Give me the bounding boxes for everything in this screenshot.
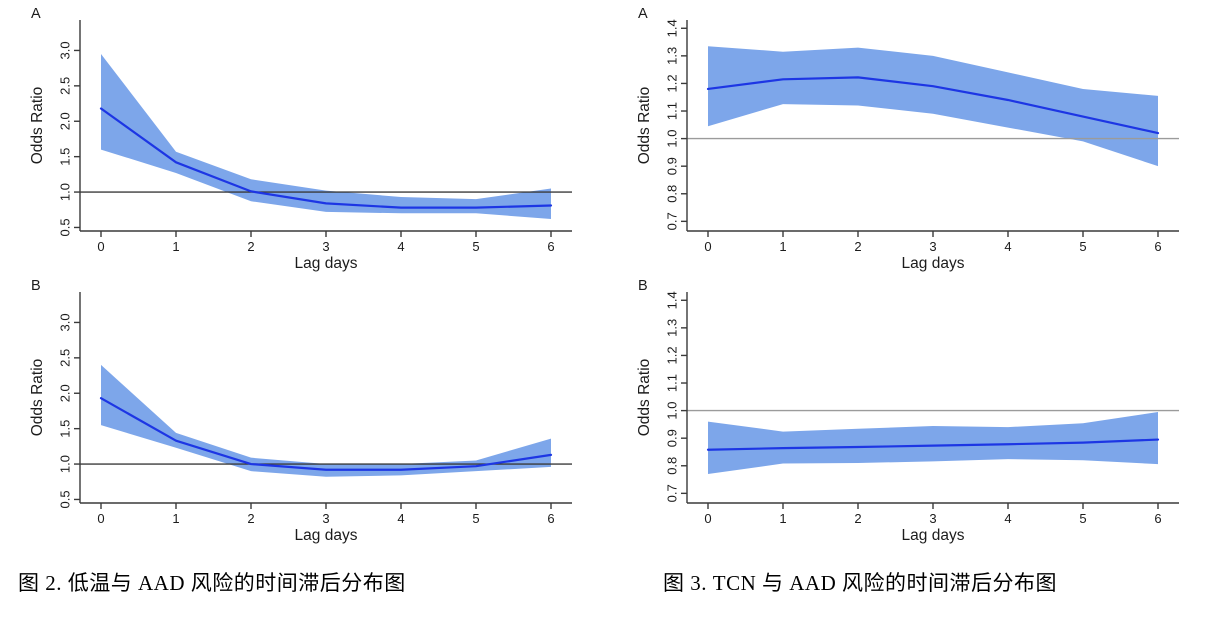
y-tick-label: 1.0: [664, 402, 679, 420]
y-tick-label: 3.0: [57, 41, 72, 59]
odds-ratio-line: [99, 107, 553, 209]
y-axis-title: Odds Ratio: [636, 87, 653, 165]
y-tick-label: 0.7: [664, 212, 679, 230]
x-tick-label: 1: [172, 239, 179, 254]
x-tick-label: 4: [1004, 511, 1011, 526]
figure-3-caption-row: 图 3. TCN 与 AAD 风险的时间滞后分布图: [607, 544, 1214, 620]
y-tick-label: 1.5: [57, 420, 72, 438]
x-tick-label: 3: [929, 511, 936, 526]
y-tick-label: 2.0: [57, 384, 72, 402]
x-tick-label: 1: [779, 511, 786, 526]
x-tick-label: 2: [247, 511, 254, 526]
y-tick-label: 1.2: [664, 346, 679, 364]
confidence-band: [101, 53, 551, 219]
x-tick-label: 0: [97, 239, 104, 254]
panel-label: B: [31, 278, 41, 294]
confidence-band: [708, 411, 1158, 475]
y-tick-label: 1.5: [57, 148, 72, 166]
x-tick-label: 4: [397, 239, 404, 254]
x-tick-label: 2: [854, 511, 861, 526]
chart-slot-fig2-a: 0.5 1.0 1.5 2.0 2.5 3.0 0 1 2 3 4 5 6 Lag days Odds Ra…: [0, 0, 607, 272]
y-tick-label: 1.1: [664, 102, 679, 120]
x-tick-label: 2: [247, 239, 254, 254]
x-tick-label: 6: [1154, 239, 1161, 254]
x-tick-label: 3: [322, 239, 329, 254]
y-axis-title: Odds Ratio: [29, 359, 46, 437]
y-tick-label: 1.4: [664, 291, 679, 309]
odds-ratio-line: [706, 76, 1160, 135]
y-tick-label: 1.0: [664, 130, 679, 148]
y-axis-title: Odds Ratio: [636, 359, 653, 437]
y-tick-label: 2.0: [57, 112, 72, 130]
y-tick-label: 0.8: [664, 457, 679, 475]
x-tick-label: 5: [1079, 239, 1086, 254]
panel-label: A: [638, 6, 648, 22]
y-tick-label: 2.5: [57, 349, 72, 367]
x-tick-label: 0: [704, 511, 711, 526]
x-tick-label: 3: [322, 511, 329, 526]
chart-slot-fig3-a: 0.7 0.8 0.9 1.0 1.1 1.2 1.3 1.4 0 1 2 3 4 5 6 Lag days O…: [607, 0, 1214, 272]
x-axis-title: Lag days: [902, 255, 965, 272]
figure-2-column: 0.5 1.0 1.5 2.0 2.5 3.0 0 1 2 3 4 5 6 Lag days Odds Ra…: [0, 0, 607, 620]
panel-label: B: [638, 278, 648, 294]
panel-label: A: [31, 6, 41, 22]
y-axis-title: Odds Ratio: [29, 87, 46, 165]
figure-3-caption: 图 3. TCN 与 AAD 风险的时间滞后分布图: [663, 571, 1057, 595]
lag-response-chart-fig3-b: 0.7 0.8 0.9 1.0 1.1 1.2 1.3 1.4 0 1 2 3 4 5 6 Lag days O…: [636, 278, 1179, 544]
lag-response-chart-fig2-b: 0.5 1.0 1.5 2.0 2.5 3.0 0 1 2 3 4 5 6 Lag days Odds Ra…: [29, 278, 572, 544]
y-tick-label: 1.2: [664, 74, 679, 92]
y-tick-label: 0.5: [57, 490, 72, 508]
y-tick-label: 3.0: [57, 313, 72, 331]
y-tick-label: 1.3: [664, 319, 679, 337]
x-axis-title: Lag days: [902, 527, 965, 544]
x-tick-label: 5: [1079, 511, 1086, 526]
x-tick-label: 0: [97, 511, 104, 526]
y-tick-label: 0.8: [664, 185, 679, 203]
x-tick-label: 0: [704, 239, 711, 254]
x-tick-label: 6: [547, 511, 554, 526]
y-tick-label: 2.5: [57, 77, 72, 95]
x-tick-label: 5: [472, 239, 479, 254]
y-tick-label: 1.3: [664, 47, 679, 65]
y-tick-label: 1.1: [664, 374, 679, 392]
lag-response-chart-fig3-a: 0.7 0.8 0.9 1.0 1.1 1.2 1.3 1.4 0 1 2 3 4 5 6 Lag days O…: [636, 6, 1179, 272]
x-tick-label: 1: [172, 511, 179, 526]
y-tick-label: 0.7: [664, 484, 679, 502]
x-tick-label: 6: [1154, 511, 1161, 526]
x-tick-label: 4: [397, 511, 404, 526]
y-tick-label: 0.9: [664, 157, 679, 175]
chart-slot-fig2-b: 0.5 1.0 1.5 2.0 2.5 3.0 0 1 2 3 4 5 6 Lag days Odds Ra…: [0, 272, 607, 544]
confidence-band: [708, 46, 1158, 167]
figure-3-column: 0.7 0.8 0.9 1.0 1.1 1.2 1.3 1.4 0 1 2 3 4 5 6 Lag days O…: [607, 0, 1214, 620]
x-tick-label: 2: [854, 239, 861, 254]
y-tick-label: 0.5: [57, 218, 72, 236]
figure-2-caption-row: 图 2. 低温与 AAD 风险的时间滞后分布图: [0, 544, 607, 620]
y-tick-label: 1.0: [57, 183, 72, 201]
confidence-band: [101, 364, 551, 477]
y-tick-label: 1.0: [57, 455, 72, 473]
x-tick-label: 1: [779, 239, 786, 254]
x-axis-title: Lag days: [295, 527, 358, 544]
x-tick-label: 6: [547, 239, 554, 254]
y-tick-label: 1.4: [664, 19, 679, 37]
x-tick-label: 3: [929, 239, 936, 254]
y-tick-label: 0.9: [664, 429, 679, 447]
lag-response-chart-fig2-a: 0.5 1.0 1.5 2.0 2.5 3.0 0 1 2 3 4 5 6 Lag days Odds Ra…: [29, 6, 572, 272]
figure-2-caption: 图 2. 低温与 AAD 风险的时间滞后分布图: [18, 571, 406, 595]
chart-slot-fig3-b: 0.7 0.8 0.9 1.0 1.1 1.2 1.3 1.4 0 1 2 3 4 5 6 Lag days O…: [607, 272, 1214, 544]
x-axis-title: Lag days: [295, 255, 358, 272]
x-tick-label: 5: [472, 511, 479, 526]
odds-ratio-line: [706, 438, 1160, 451]
x-tick-label: 4: [1004, 239, 1011, 254]
odds-ratio-line: [99, 397, 553, 471]
